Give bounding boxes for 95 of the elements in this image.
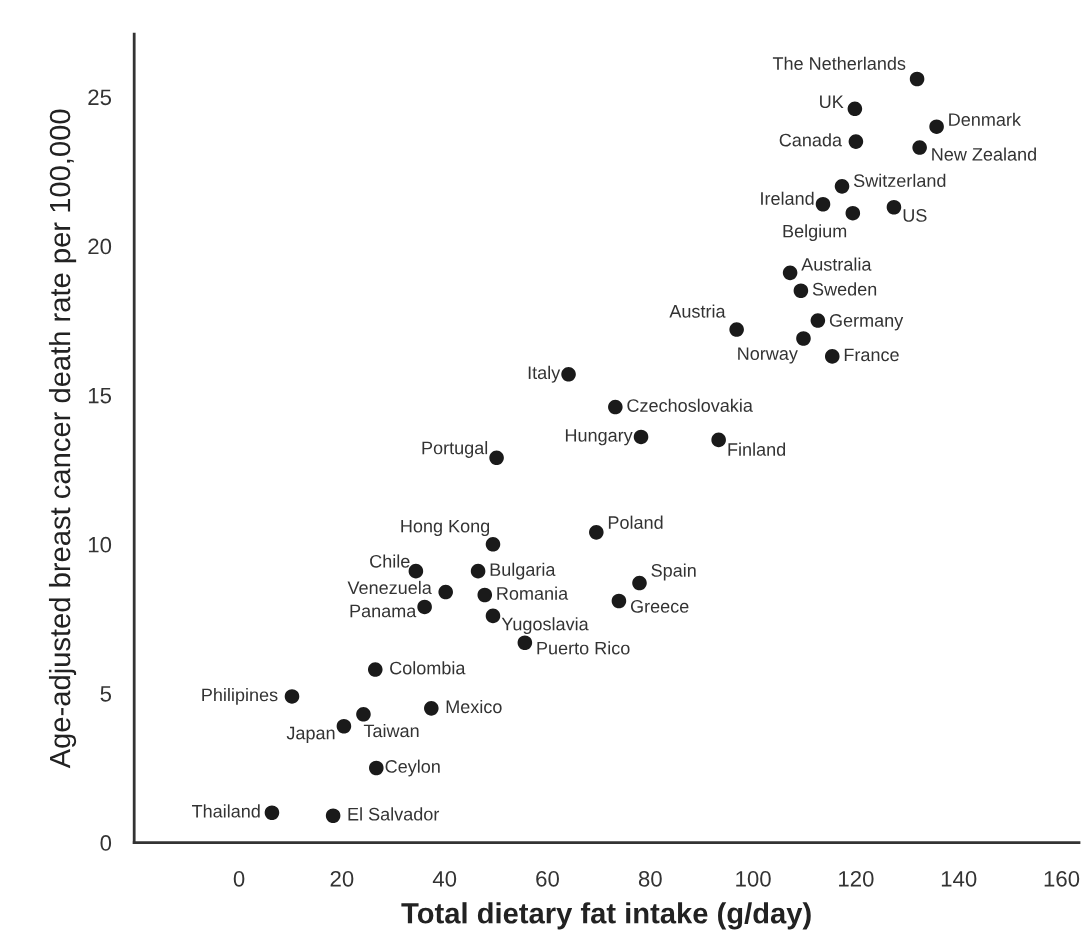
point xyxy=(847,101,863,117)
annotation: Czechoslovakia xyxy=(627,398,753,412)
point xyxy=(815,196,831,212)
point xyxy=(793,283,809,299)
x-tick-label: 140 xyxy=(941,870,977,887)
annotation: Ireland xyxy=(761,191,814,205)
point xyxy=(845,205,861,221)
annotation: Panama xyxy=(350,604,417,618)
annotation: UK xyxy=(820,95,844,109)
point xyxy=(408,563,424,579)
annotation: Chile xyxy=(370,554,410,568)
point xyxy=(848,134,864,149)
annotation: Japan xyxy=(286,726,335,743)
annotation: Belgium xyxy=(783,224,847,242)
point xyxy=(834,179,850,194)
annotation: New Zealand xyxy=(932,147,1036,161)
x-tick-label: 20 xyxy=(330,870,354,887)
point xyxy=(424,701,439,716)
annotation: Norway xyxy=(738,347,798,364)
annotation: Germany xyxy=(829,314,904,331)
point xyxy=(729,322,744,337)
x-tick-label: 40 xyxy=(432,870,457,887)
x-tick-label: 0 xyxy=(233,870,245,887)
x-tick-label: 60 xyxy=(536,870,559,887)
point xyxy=(909,71,925,87)
point xyxy=(284,689,300,704)
annotation: Ceylon xyxy=(385,759,440,777)
annotation: Romania xyxy=(497,586,569,600)
point xyxy=(264,805,280,821)
y-tick-label: 20 xyxy=(88,238,112,255)
point xyxy=(929,119,944,134)
point xyxy=(438,584,453,600)
annotation: Poland xyxy=(608,515,663,529)
annotation: El Salvador xyxy=(348,807,440,821)
point xyxy=(470,563,486,579)
annotation: Canada xyxy=(779,133,843,147)
annotation: Thailand xyxy=(192,804,260,818)
point xyxy=(633,429,649,445)
annotation: Finland xyxy=(728,442,786,456)
point xyxy=(367,662,383,677)
y-tick-label: 0 xyxy=(100,835,112,851)
annotation: Hong Kong xyxy=(401,519,490,537)
point xyxy=(611,593,627,609)
y-tick-label: 10 xyxy=(88,536,112,553)
annotation: Spain xyxy=(651,563,696,581)
annotation: France xyxy=(844,348,899,362)
point xyxy=(824,349,840,364)
point xyxy=(489,450,504,466)
annotation: US xyxy=(903,209,927,222)
point xyxy=(356,707,371,722)
point xyxy=(608,399,623,415)
x-tick-label: 120 xyxy=(839,870,874,887)
annotation: Portugal xyxy=(422,441,488,458)
x-tick-label: 100 xyxy=(736,870,771,887)
y-axis-title: Age-adjusted breast cancer death rate per 100,000 xyxy=(48,109,77,769)
annotation: The Netherlands xyxy=(772,56,906,70)
annotation: Venezuela xyxy=(347,580,432,595)
x-axis-title: Total dietary fat intake (g/day) xyxy=(401,902,811,930)
annotation: Bulgaria xyxy=(490,562,556,580)
point xyxy=(561,367,576,382)
point xyxy=(632,575,647,591)
point xyxy=(810,313,826,328)
annotation: Switzerland xyxy=(853,173,946,188)
y-tick-label: 5 xyxy=(100,686,112,702)
annotation: Yugoslavia xyxy=(501,617,589,635)
point xyxy=(912,140,927,155)
annotation: Denmark xyxy=(949,112,1021,126)
x-tick-label: 80 xyxy=(638,870,662,887)
point xyxy=(369,760,384,776)
point xyxy=(517,635,533,651)
y-tick-label: 15 xyxy=(88,387,112,404)
annotation: Greece xyxy=(630,599,689,613)
point xyxy=(336,718,352,734)
y-tick-label: 25 xyxy=(88,89,112,106)
point xyxy=(886,199,902,215)
point xyxy=(485,537,501,552)
annotation: Australia xyxy=(801,257,872,271)
point xyxy=(796,331,811,346)
annotation: Puerto Rico xyxy=(537,641,630,655)
point xyxy=(477,587,493,603)
annotation: Mexico xyxy=(446,699,502,714)
annotation: Taiwan xyxy=(363,723,419,738)
point xyxy=(325,808,341,824)
annotation: Italy xyxy=(528,365,561,383)
point xyxy=(711,432,726,448)
point xyxy=(782,265,798,281)
point xyxy=(589,525,604,540)
point xyxy=(485,608,501,624)
annotation: Hungary xyxy=(565,429,633,446)
annotation: Sweden xyxy=(812,282,877,296)
x-tick-label: 160 xyxy=(1044,870,1080,887)
annotation: Colombia xyxy=(390,661,466,675)
annotation: Philipines xyxy=(202,688,278,705)
point xyxy=(417,599,432,615)
annotation: Austria xyxy=(669,304,726,318)
